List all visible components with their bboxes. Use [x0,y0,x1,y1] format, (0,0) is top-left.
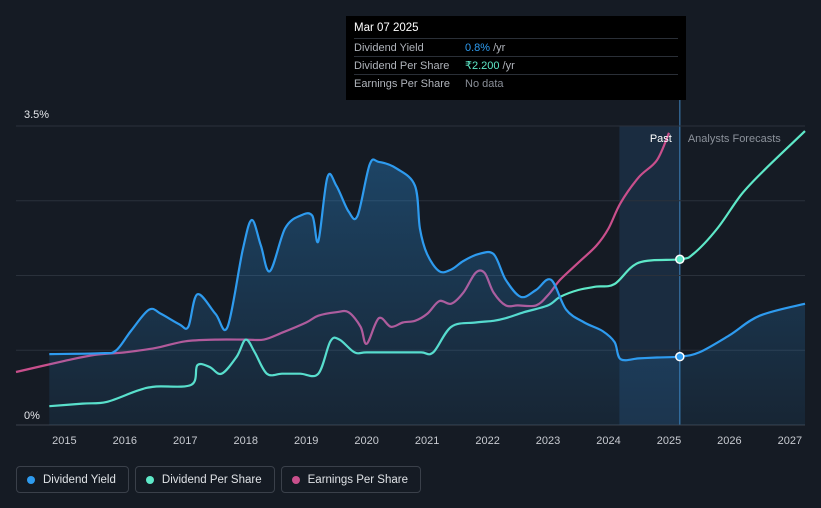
tooltip-row-earnings-per-share: Earnings Per Share No data [354,74,678,92]
chart-tooltip: Mar 07 2025 Dividend Yield 0.8% /yr Divi… [346,16,686,100]
dividend-yield-area [49,159,806,425]
tooltip-label: Earnings Per Share [354,77,450,90]
tooltip-label: Dividend Per Share [354,59,450,72]
legend-label: Dividend Per Share [161,473,262,486]
tooltip-value: ₹2.200 [465,60,500,72]
x-tick-label: 2020 [354,435,378,447]
legend-dot-icon [291,475,300,484]
y-axis-top-label: 3.5% [24,109,49,121]
tooltip-unit: /yr [502,59,515,72]
legend-label: Dividend Yield [43,473,116,486]
legend-item-earnings-per-share[interactable]: Earnings Per Share [280,466,421,493]
legend-label: Earnings Per Share [307,473,408,486]
tooltip-value: 0.8% [465,41,491,54]
dividend-yield-marker [675,351,685,362]
x-tick-label: 2023 [536,435,560,447]
legend-item-dividend-yield[interactable]: Dividend Yield [16,466,129,493]
x-tick-label: 2017 [173,435,197,447]
x-tick-label: 2016 [113,435,137,447]
x-tick-label: 2026 [717,435,741,447]
y-axis-bottom-label: 0% [24,410,40,422]
x-tick-label: 2022 [475,435,499,447]
legend-dot-icon [145,475,154,484]
past-label: Past [650,133,672,145]
tooltip-value: No data [465,77,504,90]
tooltip-date: Mar 07 2025 [354,22,419,34]
x-tick-label: 2015 [52,435,76,447]
x-tick-label: 2019 [294,435,318,447]
tooltip-unit: /yr [493,41,506,54]
x-tick-label: 2024 [596,435,620,447]
tooltip-label: Dividend Yield [354,41,424,54]
dividend-yield-line [49,158,806,362]
x-tick-label: 2021 [415,435,439,447]
tooltip-row-dividend-yield: Dividend Yield 0.8% /yr [354,38,678,56]
legend-dot-icon [27,475,35,484]
x-tick-label: 2018 [234,435,258,447]
x-tick-label: 2025 [657,435,681,447]
x-tick-label: 2027 [778,435,802,447]
chart-legend: Dividend Yield Dividend Per Share Earnin… [16,466,421,493]
forecast-label: Analysts Forecasts [688,133,781,145]
tooltip-row-dividend-per-share: Dividend Per Share ₹2.200 /yr [354,56,678,74]
dividend-per-share-marker [675,254,685,265]
legend-item-dividend-per-share[interactable]: Dividend Per Share [134,466,275,493]
